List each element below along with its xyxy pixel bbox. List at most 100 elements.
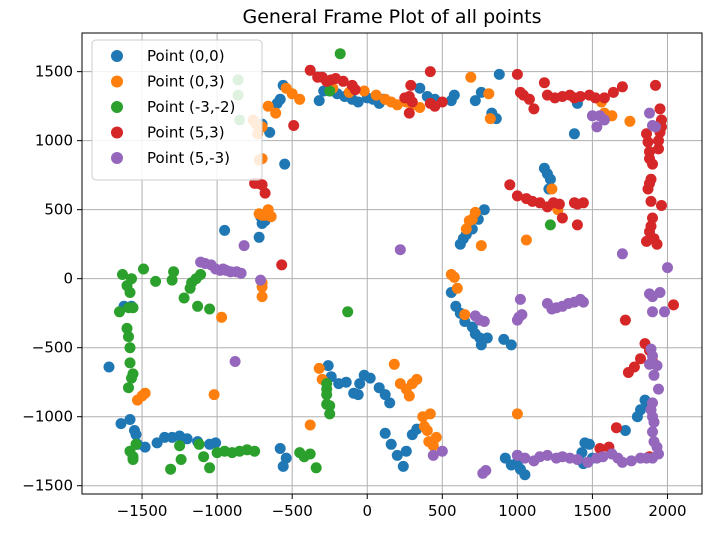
data-point — [192, 300, 204, 312]
legend-marker — [111, 126, 123, 139]
data-point — [324, 85, 336, 97]
data-point — [427, 449, 439, 461]
data-point — [253, 231, 265, 243]
data-point — [483, 88, 495, 100]
x-tick-label: −1000 — [192, 502, 243, 520]
data-point — [628, 361, 640, 373]
data-point — [210, 437, 222, 449]
data-point — [481, 332, 493, 344]
data-point — [259, 187, 271, 199]
data-point — [270, 107, 282, 119]
data-point — [642, 136, 654, 148]
x-tick-label: 1500 — [573, 502, 611, 520]
data-point — [538, 77, 550, 89]
data-point — [405, 79, 417, 91]
data-point — [647, 158, 658, 170]
data-point — [528, 103, 540, 115]
data-point — [123, 331, 134, 343]
data-point — [430, 431, 442, 443]
data-point — [229, 356, 241, 367]
data-point — [400, 445, 412, 457]
data-point — [352, 96, 364, 108]
data-point — [582, 456, 594, 468]
data-point — [117, 269, 128, 280]
plot-frame — [81, 32, 703, 495]
data-point — [235, 267, 247, 279]
data-point — [511, 408, 523, 420]
data-point — [459, 309, 471, 321]
y-tick-label: 1500 — [35, 63, 73, 81]
data-point — [175, 454, 187, 465]
legend-label: Point (5,3) — [147, 124, 225, 142]
data-point — [579, 437, 591, 449]
x-tick-label: −1500 — [117, 502, 168, 520]
data-point — [354, 378, 366, 390]
data-point — [597, 451, 609, 463]
y-tick-label: −1000 — [22, 408, 73, 426]
data-points — [103, 48, 679, 481]
data-point — [642, 183, 654, 195]
data-point — [324, 400, 336, 412]
data-point — [204, 462, 216, 474]
data-point — [204, 303, 216, 315]
data-point — [114, 306, 125, 318]
data-point — [598, 92, 610, 104]
y-tick-label: 500 — [44, 201, 73, 219]
data-point — [264, 126, 276, 138]
data-point — [280, 452, 292, 464]
legend-marker — [111, 50, 123, 62]
data-point — [178, 292, 190, 304]
data-point — [568, 128, 580, 140]
data-point — [644, 107, 655, 119]
data-point — [139, 387, 151, 399]
data-point — [193, 438, 205, 450]
data-point — [484, 113, 496, 125]
axis-ticks: −1500 −1000 −500 0 500 1000 1500 2000 −1500 −1000… — [22, 63, 686, 520]
data-point — [653, 383, 664, 395]
data-point — [523, 93, 535, 105]
data-point — [448, 271, 460, 283]
data-point — [276, 259, 288, 271]
data-point — [262, 100, 274, 112]
data-point — [648, 416, 660, 428]
data-point — [544, 219, 556, 231]
data-point — [465, 71, 477, 83]
grid — [82, 33, 702, 494]
data-point — [342, 306, 354, 318]
data-point — [238, 240, 250, 252]
data-point — [150, 275, 162, 287]
data-point — [384, 397, 396, 409]
data-point — [598, 114, 610, 126]
x-tick-label: 500 — [428, 502, 457, 520]
x-tick-label: 2000 — [648, 502, 686, 520]
data-point — [304, 64, 316, 76]
data-point — [397, 460, 409, 472]
data-point — [277, 460, 289, 472]
data-point — [121, 322, 133, 334]
data-point — [358, 85, 370, 97]
data-point — [286, 88, 298, 100]
data-point — [126, 372, 137, 384]
legend-label: Point (-3,-2) — [147, 98, 235, 116]
data-point — [656, 200, 667, 211]
chart-title: General Frame Plot of all points — [243, 6, 542, 28]
data-point — [313, 362, 325, 374]
legend-marker — [111, 75, 123, 88]
y-tick-label: 1000 — [35, 132, 73, 150]
data-point — [195, 269, 207, 280]
series-4 — [195, 107, 673, 479]
data-point — [123, 302, 134, 314]
data-point — [255, 274, 267, 286]
data-point — [546, 183, 558, 195]
data-point — [647, 350, 658, 362]
data-point — [304, 419, 316, 431]
data-point — [514, 293, 526, 305]
data-point — [478, 204, 490, 216]
data-point — [421, 425, 433, 436]
data-point — [334, 48, 346, 60]
data-point — [403, 390, 415, 402]
x-tick-label: −500 — [272, 502, 313, 520]
data-point — [469, 206, 481, 218]
data-point — [391, 449, 403, 461]
data-point — [165, 463, 177, 475]
